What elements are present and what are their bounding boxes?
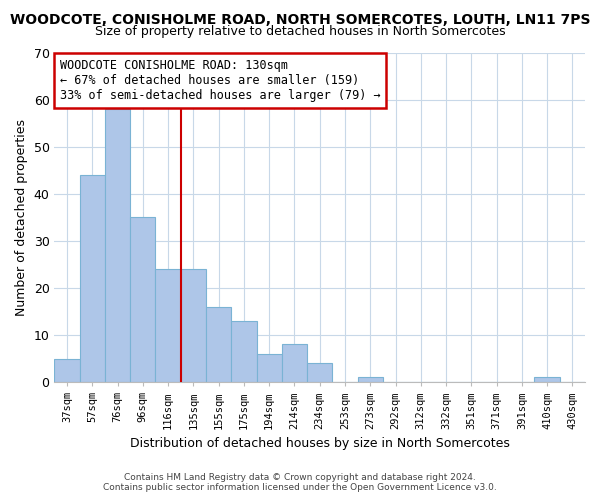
Text: Size of property relative to detached houses in North Somercotes: Size of property relative to detached ho…: [95, 25, 505, 38]
Bar: [257, 354, 282, 382]
Bar: [105, 109, 130, 382]
Y-axis label: Number of detached properties: Number of detached properties: [15, 119, 28, 316]
Bar: [206, 307, 231, 382]
Bar: [80, 175, 105, 382]
Text: WOODCOTE, CONISHOLME ROAD, NORTH SOMERCOTES, LOUTH, LN11 7PS: WOODCOTE, CONISHOLME ROAD, NORTH SOMERCO…: [10, 12, 590, 26]
Bar: [155, 269, 181, 382]
Text: WOODCOTE CONISHOLME ROAD: 130sqm
← 67% of detached houses are smaller (159)
33% : WOODCOTE CONISHOLME ROAD: 130sqm ← 67% o…: [60, 59, 380, 102]
Bar: [55, 358, 80, 382]
Bar: [535, 378, 560, 382]
Bar: [231, 321, 257, 382]
Bar: [358, 378, 383, 382]
Text: Contains HM Land Registry data © Crown copyright and database right 2024.
Contai: Contains HM Land Registry data © Crown c…: [103, 473, 497, 492]
Bar: [130, 218, 155, 382]
Bar: [282, 344, 307, 382]
Bar: [307, 364, 332, 382]
X-axis label: Distribution of detached houses by size in North Somercotes: Distribution of detached houses by size …: [130, 437, 509, 450]
Bar: [181, 269, 206, 382]
